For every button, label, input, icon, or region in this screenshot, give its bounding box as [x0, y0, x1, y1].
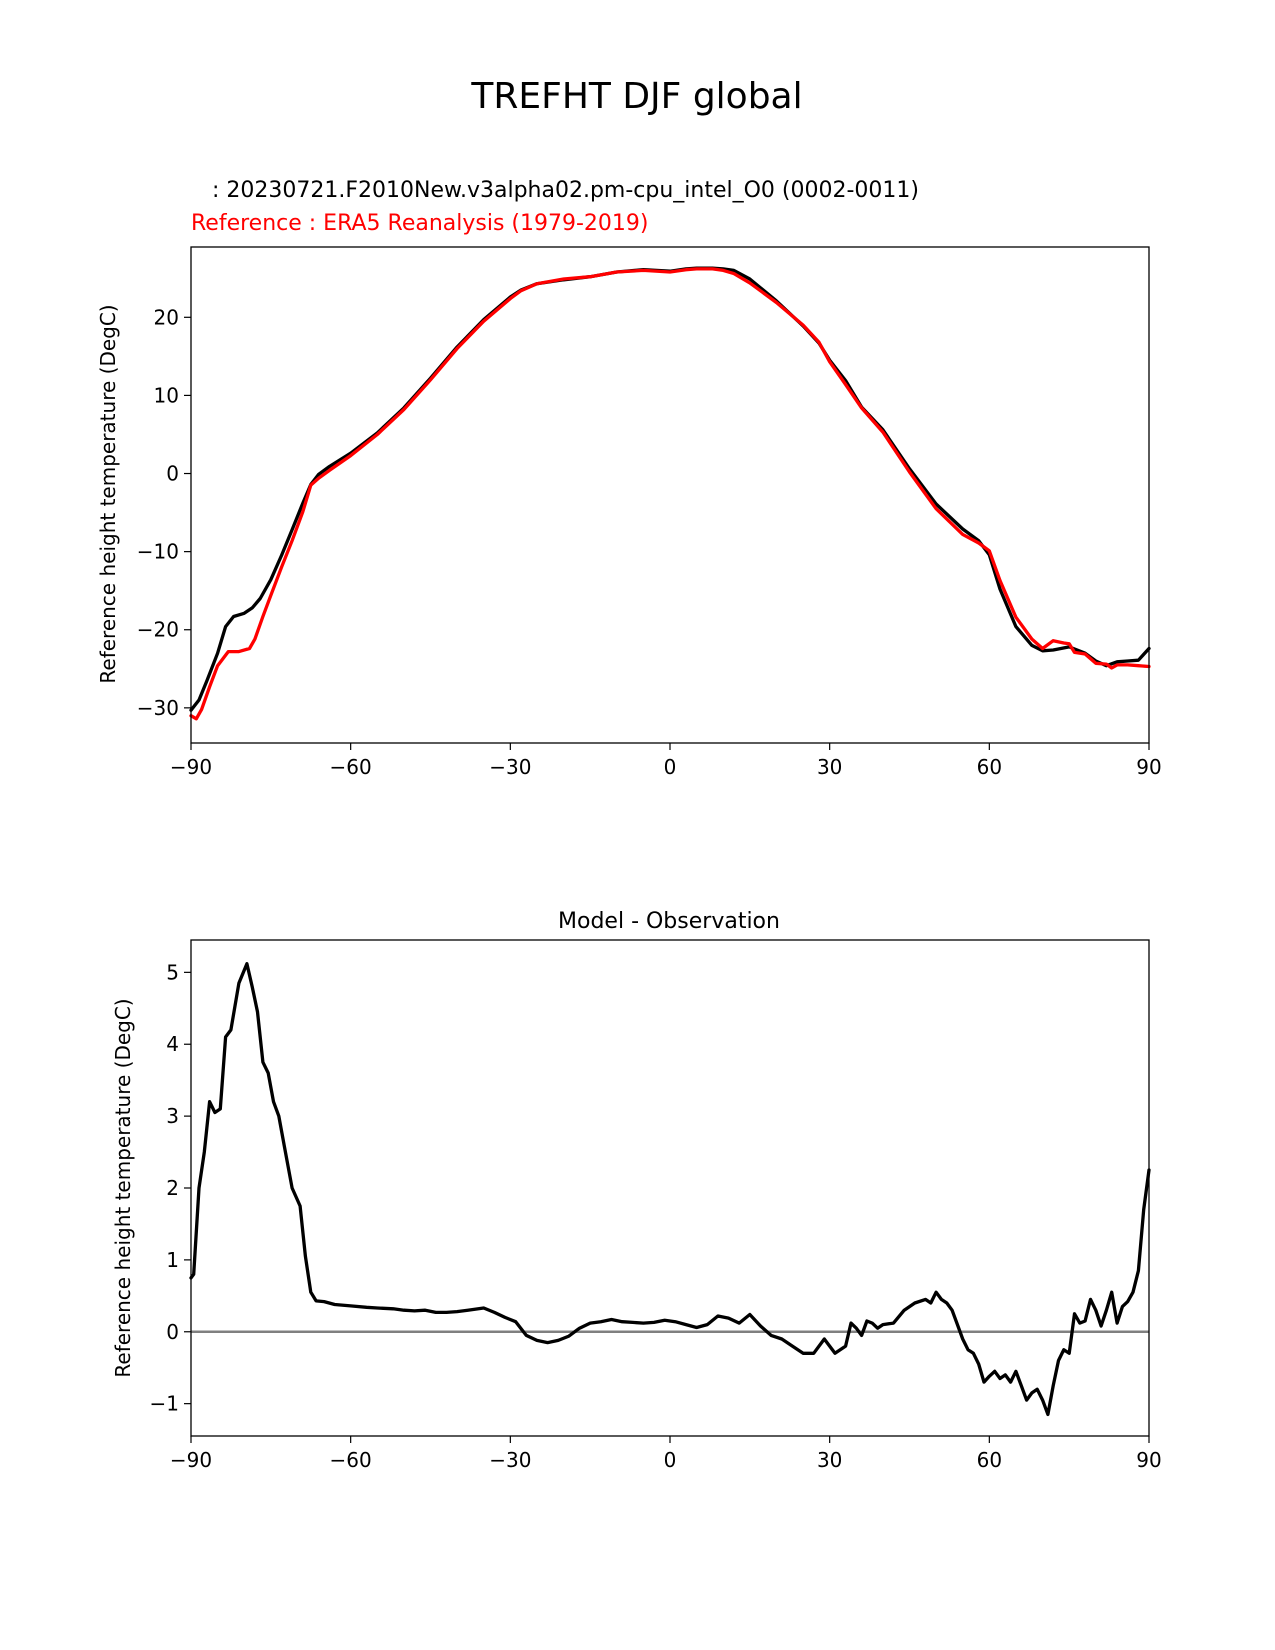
top-y-tick-label: 10 — [154, 383, 179, 407]
top-y-tick-label: −30 — [137, 696, 179, 720]
bottom-plot-frame — [190, 939, 1150, 1437]
bottom-x-tick-label: −30 — [489, 1448, 531, 1472]
bottom-x-tick-label: −60 — [330, 1448, 372, 1472]
top-x-tick-label: 30 — [817, 755, 842, 779]
bottom-y-tick-label: 1 — [166, 1248, 179, 1272]
top-x-tick-label: −90 — [170, 755, 212, 779]
bottom-y-tick-label: 5 — [166, 960, 179, 984]
figure-title: TREFHT DJF global — [470, 76, 802, 117]
bottom-x-tick-label: 60 — [977, 1448, 1002, 1472]
top-x-tick-label: 90 — [1136, 755, 1161, 779]
top-series-layer — [189, 266, 1151, 721]
bottom-y-axis-label: Reference height temperature (DegC) — [111, 998, 135, 1377]
test-label: : 20230721.F2010New.v3alpha02.pm-cpu_int… — [191, 178, 919, 203]
bottom-y-tick-label: 4 — [166, 1032, 179, 1056]
bottom-y-tick-label: 3 — [166, 1104, 179, 1128]
top-x-tick-label: 0 — [664, 755, 677, 779]
top-y-axis-label: Reference height temperature (DegC) — [96, 304, 120, 683]
top-x-tick-label: −60 — [330, 755, 372, 779]
bottom-x-tick-label: −90 — [170, 1448, 212, 1472]
top-tick-layer: −90 −60 −30 0 30 60 90 −30 −20 −10 0 10 20 — [137, 305, 1162, 779]
bottom-y-tick-label: 0 — [166, 1320, 179, 1344]
bottom-y-tick-label: −1 — [150, 1392, 179, 1416]
bottom-panel: Model - Observation Reference height tem… — [111, 909, 1162, 1472]
top-y-tick-label: −20 — [137, 618, 179, 642]
bottom-x-tick-label: 90 — [1136, 1448, 1161, 1472]
bottom-series-layer — [189, 962, 1151, 1417]
bottom-title: Model - Observation — [558, 909, 780, 934]
top-y-tick-label: −10 — [137, 540, 179, 564]
top-x-tick-label: 60 — [977, 755, 1002, 779]
bottom-series-model-observation — [189, 962, 1151, 1417]
bottom-tick-layer: −90 −60 −30 0 30 60 90 −1 0 1 2 3 4 5 — [150, 960, 1162, 1472]
bottom-x-tick-label: 0 — [664, 1448, 677, 1472]
top-y-tick-label: 20 — [154, 305, 179, 329]
top-series-reference — [189, 267, 1151, 721]
top-y-tick-label: 0 — [166, 462, 179, 486]
top-plot-frame — [190, 246, 1150, 744]
bottom-x-tick-label: 30 — [817, 1448, 842, 1472]
top-x-tick-label: −30 — [489, 755, 531, 779]
reference-label: Reference : ERA5 Reanalysis (1979-2019) — [191, 211, 649, 236]
bottom-y-tick-label: 2 — [166, 1176, 179, 1200]
top-panel: : 20230721.F2010New.v3alpha02.pm-cpu_int… — [96, 178, 1162, 779]
